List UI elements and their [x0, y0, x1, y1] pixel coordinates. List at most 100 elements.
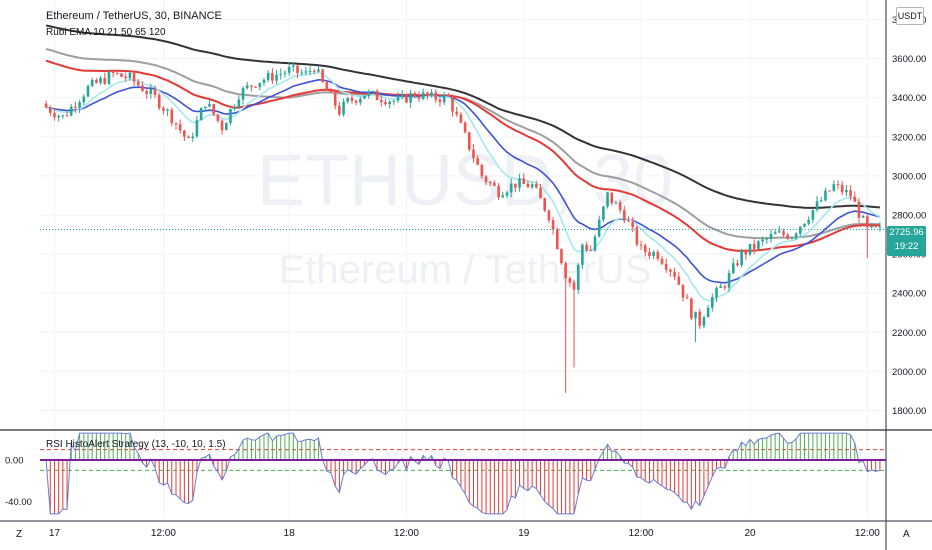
candle-body	[874, 225, 878, 228]
rsi-outline	[45, 432, 880, 515]
candle-body	[275, 74, 278, 81]
ema-120-line	[45, 24, 880, 209]
watermark-name: Ethereum / TetherUS	[279, 248, 652, 292]
candle-body	[602, 206, 605, 220]
rsi-axis-label: 0.00	[5, 456, 24, 467]
candle-body	[292, 65, 295, 67]
candle-body	[333, 92, 337, 106]
candle-body	[648, 252, 651, 257]
candle-body	[405, 94, 408, 103]
candle-body	[723, 286, 727, 288]
candle-body	[740, 250, 743, 266]
timezone-button[interactable]: Z	[16, 529, 23, 540]
candle-body	[379, 99, 383, 103]
time-axis-label: 12:00	[151, 528, 176, 539]
ema-indicator-legend[interactable]: Rubi EMA 10 21 50 65 120	[46, 27, 166, 38]
candle-body	[312, 71, 316, 73]
candle-body	[350, 97, 354, 101]
candle-body	[199, 108, 203, 121]
candle-body	[250, 85, 253, 87]
candle-body	[103, 77, 107, 84]
candle-body	[346, 97, 350, 102]
candle-body	[564, 263, 567, 279]
candle-body	[245, 85, 249, 89]
candle-body	[840, 184, 844, 193]
rsi-histogram: 0.00 -40.00	[5, 432, 886, 515]
candle-body	[308, 71, 312, 73]
candle-body	[581, 244, 584, 265]
candle-body	[208, 104, 211, 107]
candle-body	[459, 114, 463, 123]
candle-body	[220, 120, 224, 131]
candle-body	[74, 106, 77, 108]
candle-body	[635, 227, 639, 245]
candle-body	[614, 202, 618, 204]
candle-body	[656, 252, 660, 259]
candle-body	[702, 317, 706, 326]
price-axis-label: 3000.00	[892, 171, 926, 182]
candle-body	[719, 286, 722, 288]
rsi-indicator-legend[interactable]: RSI HistoAlert Strategy (13, -10, 10, 1.…	[46, 439, 226, 450]
candle-body	[216, 114, 220, 121]
candle-body	[254, 86, 257, 88]
candle-body	[187, 136, 190, 139]
candle-body	[417, 96, 421, 99]
candle-body	[685, 297, 689, 299]
candle-body	[560, 249, 563, 264]
candle-body	[589, 250, 593, 252]
candle-body	[451, 96, 454, 112]
candle-body	[392, 100, 396, 102]
candle-body	[90, 79, 94, 86]
candle-body	[484, 176, 488, 183]
candle-body	[798, 226, 802, 234]
candle-body	[178, 124, 182, 131]
candle-body	[727, 273, 731, 288]
candle-body	[744, 250, 748, 255]
candle-body	[421, 92, 425, 99]
candle-body	[480, 164, 484, 177]
candle-body	[731, 263, 735, 274]
candle-body	[631, 221, 634, 228]
time-axis-label: 18	[284, 528, 296, 539]
candle-body	[761, 239, 764, 242]
candle-body	[442, 94, 446, 103]
candle-body	[434, 92, 438, 100]
auto-scale-button[interactable]: A	[903, 529, 910, 540]
candle-body	[639, 244, 643, 246]
price-axis-label: 2400.00	[892, 289, 926, 300]
ema-10-line	[45, 71, 881, 302]
candle-body	[623, 210, 626, 221]
price-axis-label: 2000.00	[892, 367, 926, 378]
candle-body	[166, 109, 169, 111]
symbol-title[interactable]: Ethereum / TetherUS, 30, BINANCE	[46, 10, 222, 22]
candle-body	[262, 79, 266, 83]
candle-body	[82, 96, 86, 103]
candle-body	[866, 216, 869, 228]
candle-body	[124, 76, 128, 79]
candle-body	[128, 72, 132, 79]
candle-body	[610, 192, 614, 203]
candle-body	[870, 225, 873, 228]
candle-body	[191, 136, 195, 139]
candle-body	[547, 210, 551, 221]
candle-body	[325, 81, 329, 91]
currency-button[interactable]: USDT	[896, 7, 924, 25]
candle-body	[836, 184, 840, 186]
candle-body	[241, 88, 245, 100]
candle-body	[585, 244, 588, 251]
candle-body	[149, 88, 153, 94]
candle-body	[652, 252, 655, 257]
time-axis-label: 20	[744, 528, 756, 539]
candle-body	[769, 234, 773, 239]
candle-body	[677, 276, 681, 285]
candle-body	[832, 184, 836, 191]
candle-body	[606, 192, 609, 207]
candle-body	[342, 101, 345, 115]
candle-body	[296, 65, 299, 74]
candle-body	[388, 101, 391, 105]
candle-body	[338, 105, 341, 115]
candle-body	[136, 81, 140, 86]
candle-body	[849, 190, 852, 197]
candle-body	[576, 264, 580, 290]
